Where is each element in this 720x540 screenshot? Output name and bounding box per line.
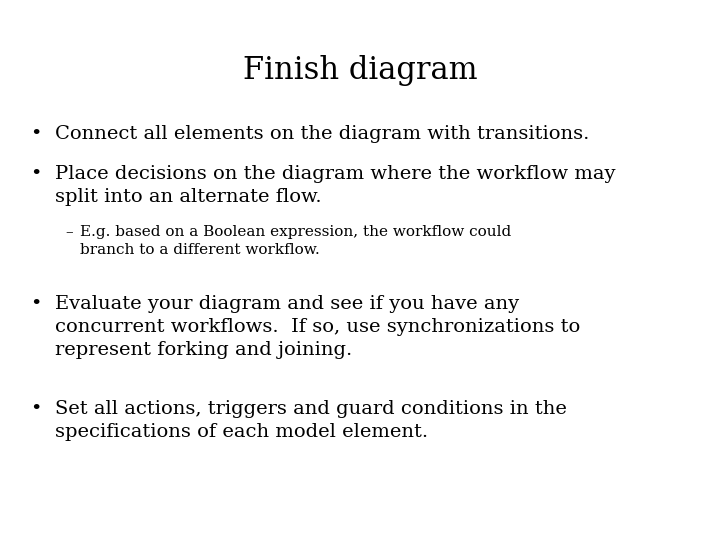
Text: Place decisions on the diagram where the workflow may
split into an alternate fl: Place decisions on the diagram where the… xyxy=(55,165,616,206)
Text: E.g. based on a Boolean expression, the workflow could
branch to a different wor: E.g. based on a Boolean expression, the … xyxy=(80,225,511,257)
Text: –: – xyxy=(65,225,73,239)
Text: Evaluate your diagram and see if you have any
concurrent workflows.  If so, use : Evaluate your diagram and see if you hav… xyxy=(55,295,580,359)
Text: Set all actions, triggers and guard conditions in the
specifications of each mod: Set all actions, triggers and guard cond… xyxy=(55,400,567,441)
Text: •: • xyxy=(30,165,41,183)
Text: •: • xyxy=(30,400,41,418)
Text: Finish diagram: Finish diagram xyxy=(243,55,477,86)
Text: Connect all elements on the diagram with transitions.: Connect all elements on the diagram with… xyxy=(55,125,590,143)
Text: •: • xyxy=(30,125,41,143)
Text: •: • xyxy=(30,295,41,313)
